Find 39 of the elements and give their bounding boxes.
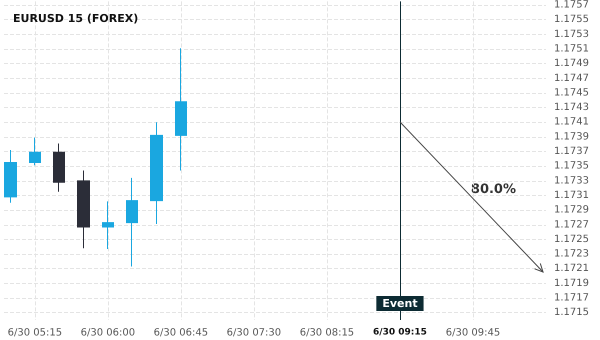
y-tick-label: 1.1731 [554, 190, 589, 201]
y-tick-label: 1.1749 [554, 58, 589, 70]
candlestick [53, 142, 65, 192]
y-tick-label: 1.1741 [554, 116, 589, 128]
y-tick-label: 1.1747 [554, 72, 589, 84]
x-tick-label: 6/30 06:00 [80, 328, 136, 338]
ref-line-label: Event [382, 297, 418, 310]
candlestick [102, 200, 114, 250]
candlestick [29, 137, 41, 166]
y-tick-label: 1.1757 [554, 0, 589, 10]
x-tick-label: 6/30 05:15 [8, 328, 62, 338]
y-tick-label: 1.1717 [554, 292, 589, 304]
candlestick [4, 150, 17, 204]
y-tick-label: 1.1723 [554, 248, 589, 260]
y-tick-label: 1.1753 [554, 28, 589, 40]
y-tick-label: 1.1721 [554, 263, 589, 274]
x-tick-label: 6/30 06:45 [154, 328, 208, 338]
y-tick-label: 1.1737 [554, 146, 589, 158]
y-tick-label: 1.1743 [554, 102, 589, 114]
y-tick-label: 1.1735 [554, 160, 589, 172]
y-tick-label: 1.1739 [554, 131, 589, 142]
y-tick-label: 1.1727 [554, 219, 589, 230]
y-tick-label: 1.1733 [554, 175, 589, 186]
text: EURUSD 15 (FOREX) [13, 12, 138, 25]
y-tick-label: 1.1751 [554, 43, 589, 54]
x-tick-label: 6/30 08:15 [300, 328, 354, 338]
candlestick [126, 177, 138, 268]
x-tick-label: 6/30 09:15 [373, 328, 427, 338]
candlestick [150, 122, 163, 225]
y-tick-label: 1.1755 [554, 14, 589, 26]
y-tick-label: 1.1745 [554, 87, 589, 98]
y-tick-label: 1.1725 [554, 234, 589, 245]
candlestick [77, 170, 90, 249]
y-tick-label: 1.1719 [554, 278, 589, 289]
x-tick-label: 6/30 09:45 [446, 328, 500, 338]
y-tick-label: 1.1715 [554, 307, 589, 318]
annotation: 80.0% [470, 182, 516, 197]
y-tick-label: 1.1729 [554, 204, 589, 216]
x-tick-label: 6/30 07:30 [226, 328, 282, 338]
